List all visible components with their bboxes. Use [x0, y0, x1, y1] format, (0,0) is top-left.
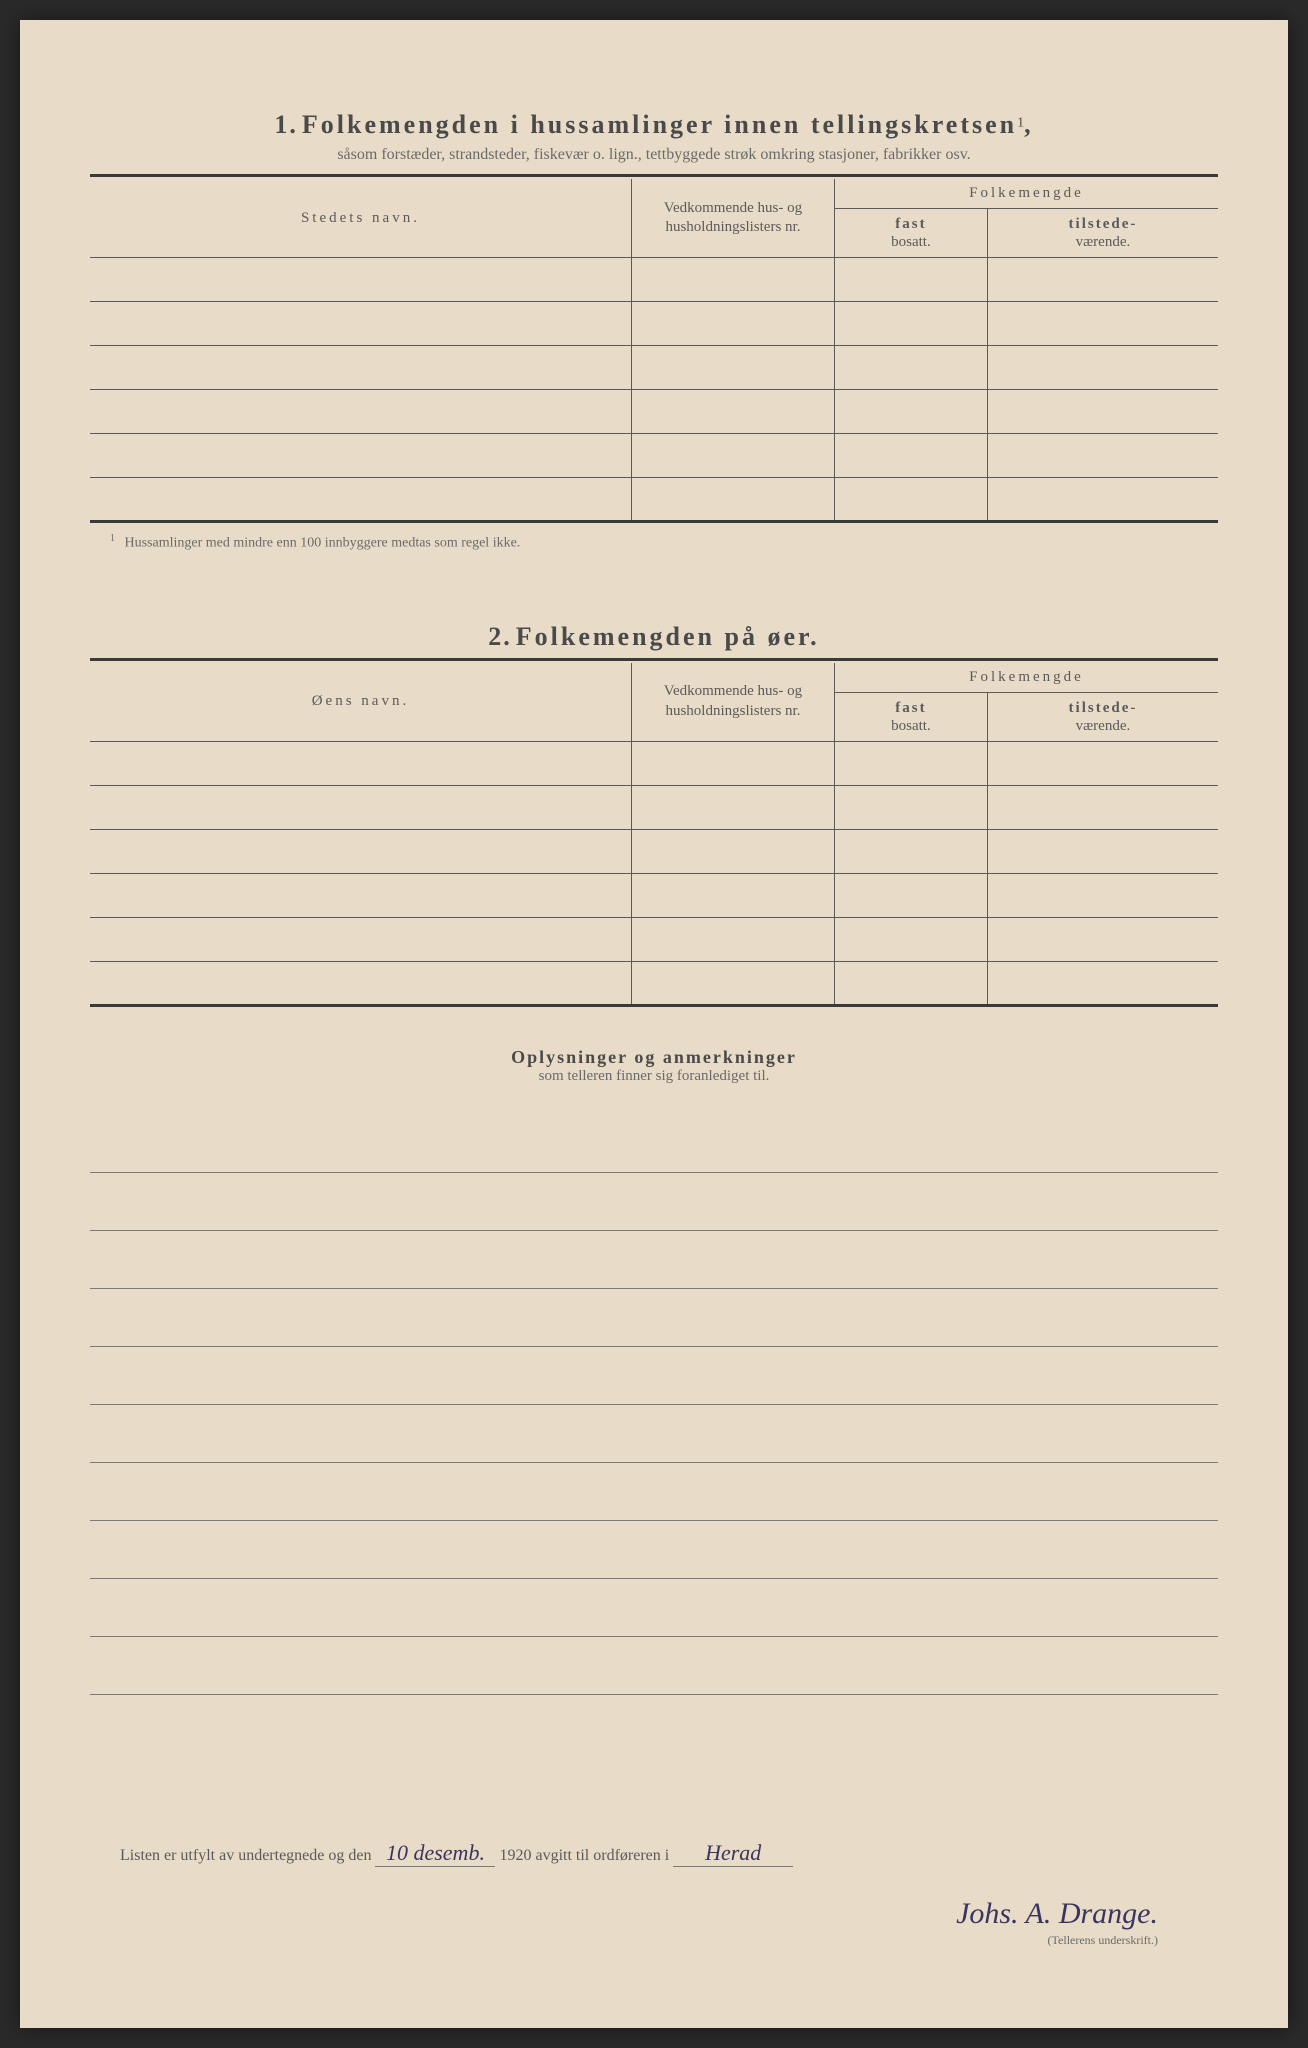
section2-table: Øens navn. Vedkommende hus- og husholdni… [90, 663, 1218, 1007]
section1-number: 1. [274, 110, 298, 139]
table-row [90, 302, 1218, 346]
section2-col-tilstede: tilstede-værende. [987, 692, 1218, 741]
section1-col-folk: Folkemengde [834, 179, 1218, 209]
section1-rule-top [90, 174, 1218, 177]
date-handwritten: 10 desemb. [375, 1840, 495, 1867]
place-handwritten: Herad [673, 1840, 793, 1867]
footnote-number: 1 [110, 533, 115, 544]
section2-rule-top [90, 658, 1218, 661]
table-row [90, 346, 1218, 390]
bottom-before: Listen er utfylt av undertegnede og den [120, 1847, 371, 1864]
table-row [90, 829, 1218, 873]
footnote-text: Hussamlinger med mindre enn 100 innbygge… [125, 536, 521, 551]
section2-number: 2. [488, 622, 512, 651]
section2-title: 2. Folkemengden på øer. [90, 622, 1218, 652]
section1-tbody [90, 258, 1218, 522]
section1-footnote: 1 Hussamlinger med mindre enn 100 innbyg… [90, 533, 1218, 552]
section1-subtitle: såsom forstæder, strandsteder, fiskevær … [90, 146, 1218, 164]
table-row [90, 478, 1218, 522]
ruled-line [90, 1463, 1218, 1521]
remarks-title: Oplysninger og anmerkninger [90, 1047, 1218, 1068]
ruled-line [90, 1289, 1218, 1347]
ruled-line [90, 1347, 1218, 1405]
signature: Johs. A. Drange. [956, 1897, 1158, 1930]
table-row [90, 961, 1218, 1005]
ruled-line [90, 1521, 1218, 1579]
remarks-subtitle: som telleren finner sig foranlediget til… [90, 1068, 1218, 1085]
ruled-line [90, 1231, 1218, 1289]
section1-title-text: Folkemengden i hussamlinger innen tellin… [302, 110, 1017, 139]
section1-col-fast: fastbosatt. [834, 209, 987, 258]
section2-col-fast: fastbosatt. [834, 692, 987, 741]
ruled-line [90, 1579, 1218, 1637]
section2-tbody [90, 741, 1218, 1005]
table-row [90, 917, 1218, 961]
section1-col-name: Stedets navn. [90, 179, 631, 258]
fill-line: Listen er utfylt av undertegnede og den … [90, 1840, 1218, 1867]
document-page: 1. Folkemengden i hussamlinger innen tel… [20, 20, 1288, 2028]
ruled-line [90, 1173, 1218, 1231]
table-row [90, 785, 1218, 829]
bottom-mid: avgitt til ordføreren i [535, 1847, 669, 1864]
section1-col-ref: Vedkommende hus- og husholdningslisters … [631, 179, 834, 258]
remarks-lines [90, 1115, 1218, 1695]
section1-title: 1. Folkemengden i hussamlinger innen tel… [90, 110, 1218, 140]
section1-comma: , [1024, 110, 1034, 139]
section2: 2. Folkemengden på øer. Øens navn. Vedko… [90, 622, 1218, 1007]
section2-col-ref: Vedkommende hus- og husholdningslisters … [631, 663, 834, 742]
table-row [90, 390, 1218, 434]
table-row [90, 873, 1218, 917]
section2-col-name: Øens navn. [90, 663, 631, 742]
signature-label: (Tellerens underskrift.) [90, 1933, 1218, 1948]
section2-col-folk: Folkemengde [834, 663, 1218, 693]
table-row [90, 434, 1218, 478]
table-row [90, 258, 1218, 302]
table-row [90, 741, 1218, 785]
bottom-year: 1920 [499, 1847, 531, 1864]
ruled-line [90, 1637, 1218, 1695]
section1-table: Stedets navn. Vedkommende hus- og hushol… [90, 179, 1218, 523]
bottom-area: Listen er utfylt av undertegnede og den … [90, 1840, 1218, 1948]
ruled-line [90, 1115, 1218, 1173]
section2-title-text: Folkemengden på øer. [516, 622, 820, 651]
ruled-line [90, 1405, 1218, 1463]
signature-area: Johs. A. Drange. [90, 1897, 1218, 1931]
section1-col-tilstede: tilstede-værende. [987, 209, 1218, 258]
